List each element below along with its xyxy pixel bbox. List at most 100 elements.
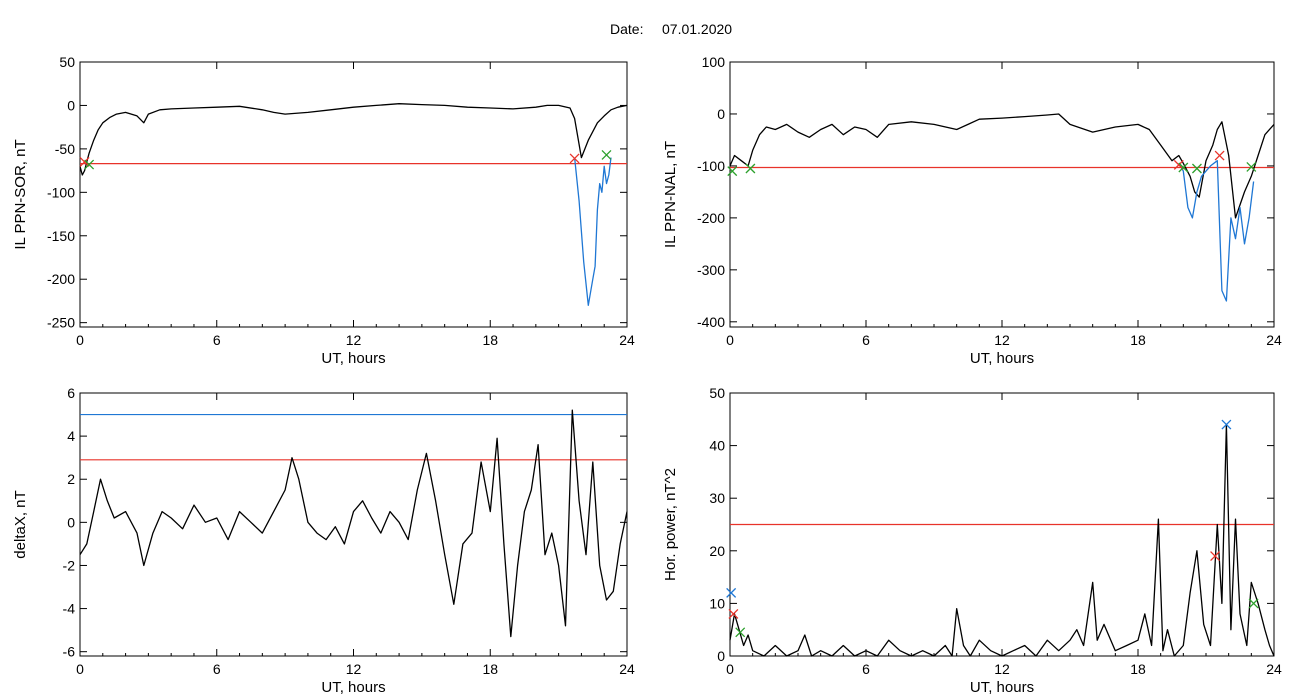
y-axis-label: deltaX, nT — [12, 490, 29, 558]
y-tick-label: 6 — [67, 385, 75, 401]
panel-deltax: 0 6 12 18 24 6 4 2 0 -2 -4 -6 UT, hours deltaX, nT — [12, 385, 635, 696]
x-tick-label: 0 — [726, 661, 734, 677]
series-line-0 — [79, 409, 628, 638]
x-axis-label: UT, hours — [970, 679, 1034, 696]
y-tick-label: -50 — [55, 141, 75, 157]
x-marker — [1173, 159, 1184, 170]
x-marker — [735, 627, 746, 638]
x-marker-stroke — [728, 608, 739, 619]
x-tick-label: 24 — [619, 661, 635, 677]
x-tick-label: 12 — [346, 661, 362, 677]
x-marker — [1246, 162, 1257, 172]
x-marker-stroke — [84, 159, 95, 170]
series-line-1 — [573, 157, 612, 306]
y-tick-label: 10 — [709, 595, 725, 611]
x-tick-label: 0 — [76, 661, 84, 677]
x-marker — [79, 156, 90, 167]
plot-frame — [79, 61, 628, 328]
y-tick-label: 0 — [717, 106, 725, 122]
x-tick-label: 24 — [1266, 332, 1282, 348]
y-axis-label: IL PPN-SOR, nT — [12, 139, 29, 249]
panel-ppn-sor: 0 6 12 18 24 50 0 -50 -100 -150 -200 -250 UT, hours I… — [12, 54, 635, 367]
y-tick-label: 40 — [709, 438, 725, 454]
y-tick-label: -100 — [697, 158, 725, 174]
panel-hor-power: 0 6 12 18 24 50 40 30 20 10 0 UT, hours Hor. power, … — [662, 385, 1282, 696]
y-tick-label: -250 — [47, 315, 75, 331]
plot-frame — [729, 61, 1275, 328]
y-axis-label: IL PPN-NAL, nT — [662, 141, 679, 248]
y-tick-label: -150 — [47, 228, 75, 244]
y-tick-label: -200 — [697, 210, 725, 226]
x-tick-label: 6 — [213, 332, 221, 348]
x-tick-label: 6 — [862, 661, 870, 677]
x-tick-label: 6 — [213, 661, 221, 677]
x-marker — [1210, 551, 1221, 562]
x-marker — [84, 159, 95, 170]
y-tick-label: 100 — [702, 54, 726, 70]
y-tick-label: -200 — [47, 271, 75, 287]
x-tick-label: 24 — [1266, 661, 1282, 677]
x-marker-stroke — [79, 156, 90, 167]
panel-ppn-nal: 0 6 12 18 24 100 0 -100 -200 -300 -400 UT, hours IL … — [662, 54, 1282, 367]
y-tick-label: 20 — [709, 543, 725, 559]
y-tick-label: 0 — [717, 648, 725, 664]
x-marker-stroke — [727, 166, 738, 177]
x-marker — [1248, 598, 1259, 609]
x-axis-label: UT, hours — [970, 350, 1034, 367]
series-line-0 — [729, 113, 1275, 219]
x-marker-stroke — [1191, 163, 1202, 174]
y-tick-label: 30 — [709, 490, 725, 506]
x-marker — [728, 608, 739, 619]
y-tick-label: 2 — [67, 471, 75, 487]
x-tick-label: 12 — [994, 332, 1010, 348]
x-marker — [726, 587, 737, 598]
x-tick-label: 0 — [726, 332, 734, 348]
x-axis-label: UT, hours — [321, 679, 385, 696]
y-tick-label: -6 — [63, 644, 76, 660]
y-tick-label: -4 — [63, 601, 76, 617]
y-tick-label: 50 — [709, 385, 725, 401]
plot-frame — [79, 392, 628, 657]
date-value: 07.01.2020 — [662, 21, 732, 37]
x-tick-label: 6 — [862, 332, 870, 348]
x-marker — [727, 166, 738, 177]
y-tick-label: -300 — [697, 262, 725, 278]
x-marker-stroke — [1210, 551, 1221, 562]
x-tick-label: 18 — [1130, 661, 1146, 677]
series-line-1 — [1178, 160, 1255, 302]
x-tick-label: 18 — [482, 332, 498, 348]
y-tick-label: -400 — [697, 314, 725, 330]
date-label: Date: — [610, 21, 643, 37]
x-marker-stroke — [1221, 419, 1232, 430]
y-axis-label: Hor. power, nT^2 — [662, 468, 679, 581]
x-marker — [1191, 163, 1202, 174]
x-marker — [1178, 162, 1189, 173]
y-tick-label: 0 — [67, 97, 75, 113]
x-marker-stroke — [726, 587, 737, 598]
x-tick-label: 18 — [482, 661, 498, 677]
y-tick-label: -2 — [63, 557, 76, 573]
x-marker-stroke — [1214, 150, 1225, 161]
x-tick-label: 12 — [346, 332, 362, 348]
x-tick-label: 12 — [994, 661, 1010, 677]
series-line-0 — [79, 103, 628, 176]
y-tick-label: 4 — [67, 428, 75, 444]
x-marker — [1214, 150, 1225, 161]
y-tick-label: 0 — [67, 514, 75, 530]
series-line-0 — [729, 423, 1275, 657]
x-tick-label: 0 — [76, 332, 84, 348]
x-marker-stroke — [745, 163, 756, 174]
x-marker — [745, 163, 756, 174]
x-marker-stroke — [1246, 162, 1257, 172]
x-marker-stroke — [601, 150, 612, 160]
x-tick-label: 18 — [1130, 332, 1146, 348]
x-axis-label: UT, hours — [321, 350, 385, 367]
x-marker-stroke — [1173, 159, 1184, 170]
x-marker-stroke — [735, 627, 746, 638]
x-marker-stroke — [1248, 598, 1259, 609]
y-tick-label: 50 — [59, 54, 75, 70]
x-marker — [1221, 419, 1232, 430]
x-marker — [569, 153, 580, 164]
x-marker-stroke — [1178, 162, 1189, 173]
